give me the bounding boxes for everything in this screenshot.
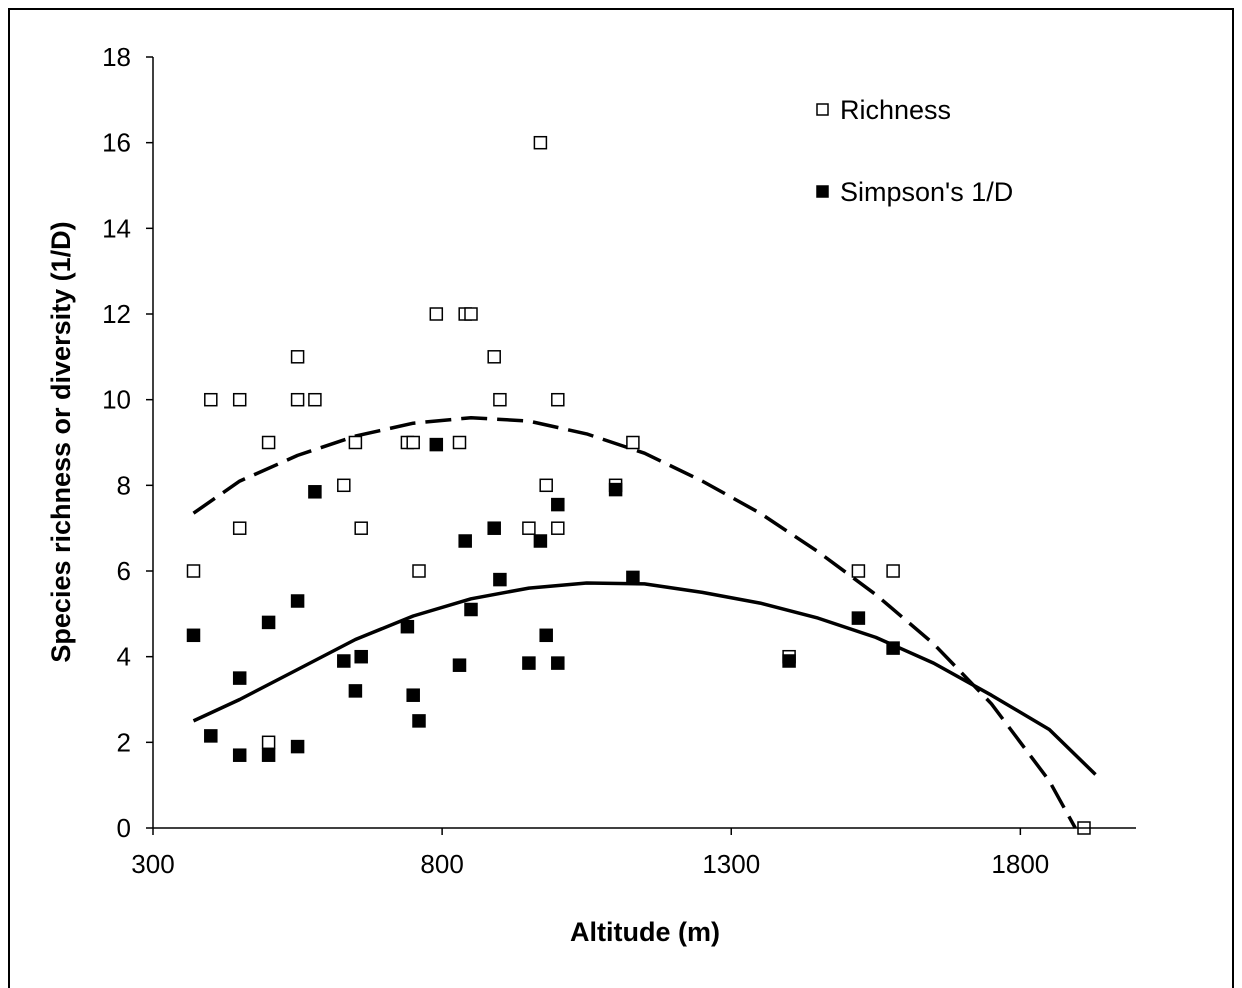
y-tick-label: 12 (102, 299, 131, 329)
axes: 0 2 4 6 8 10 12 14 16 18 300 800 1300 1800 (102, 42, 1136, 879)
point-richness (493, 392, 507, 407)
y-tick-label: 18 (102, 42, 131, 72)
point-simpson (290, 594, 305, 608)
point-richness (261, 435, 276, 450)
point-richness (290, 392, 305, 407)
point-richness (551, 521, 565, 535)
point-simpson (337, 654, 351, 668)
point-richness (232, 392, 247, 407)
legend-label-simpson: Simpson's 1/D (840, 177, 1013, 207)
point-richness (348, 435, 363, 450)
point-simpson (851, 611, 866, 625)
point-richness (429, 307, 444, 321)
point-richness (464, 307, 478, 321)
point-richness (232, 521, 247, 535)
x-tick-label: 800 (420, 849, 463, 879)
point-richness (452, 435, 467, 450)
point-richness (337, 478, 351, 493)
y-tick-label: 6 (117, 556, 131, 586)
x-tick-label: 300 (131, 849, 174, 879)
point-simpson (522, 656, 536, 670)
point-richness (539, 478, 553, 493)
y-axis-title: Species richness or diversity (1/D) (46, 221, 76, 662)
point-richness (886, 564, 900, 578)
point-richness (533, 135, 548, 150)
legend: Richness Simpson's 1/D (816, 95, 1013, 207)
point-simpson (429, 437, 444, 452)
point-simpson (354, 649, 368, 664)
point-richness (412, 564, 426, 578)
point-simpson (400, 619, 415, 634)
legend-item-simpson: Simpson's 1/D (816, 177, 1013, 207)
point-richness (204, 392, 218, 407)
y-tick-label: 8 (117, 470, 131, 500)
x-axis-title: Altitude (m) (570, 917, 720, 947)
point-richness (354, 521, 368, 535)
x-tick-label: 1300 (702, 849, 760, 879)
point-richness (308, 392, 322, 407)
point-simpson (458, 534, 472, 548)
point-simpson (464, 602, 478, 617)
legend-marker-richness (816, 103, 829, 116)
legend-marker-simpson (816, 185, 829, 198)
point-simpson (232, 671, 247, 685)
point-richness (406, 435, 420, 450)
point-richness (487, 350, 501, 364)
point-simpson (232, 748, 247, 762)
y-tick-label: 10 (102, 385, 131, 415)
point-simpson (308, 485, 322, 499)
legend-item-richness: Richness (816, 95, 951, 125)
point-simpson (487, 521, 501, 535)
y-tick-label: 4 (117, 642, 131, 672)
point-simpson (204, 729, 218, 743)
legend-label-richness: Richness (840, 95, 951, 125)
point-simpson (452, 658, 467, 672)
point-simpson (412, 714, 426, 728)
y-tick-label: 14 (102, 213, 131, 243)
y-tick-label: 16 (102, 128, 131, 158)
point-richness (551, 392, 565, 407)
point-simpson (290, 739, 305, 754)
point-simpson (533, 534, 548, 548)
point-simpson (348, 684, 363, 698)
trendline-richness (192, 415, 1077, 829)
point-richness (261, 735, 276, 750)
trendlines (192, 415, 1097, 829)
x-tick-label: 1800 (991, 849, 1049, 879)
y-tick-label: 0 (117, 813, 131, 843)
point-simpson (186, 628, 201, 643)
point-richness (290, 350, 305, 364)
data-points (186, 135, 1091, 835)
point-simpson (886, 641, 900, 655)
y-tick-label: 2 (117, 727, 131, 757)
point-richness (522, 521, 536, 535)
point-simpson (261, 615, 276, 630)
point-simpson (539, 628, 553, 643)
trendline-simpson (192, 581, 1097, 776)
point-simpson (493, 572, 507, 587)
point-simpson (406, 688, 420, 702)
point-richness (626, 435, 640, 450)
point-richness (851, 564, 866, 578)
chart-frame (8, 8, 1234, 988)
point-simpson (551, 656, 565, 670)
point-simpson (551, 497, 565, 512)
point-richness (186, 564, 201, 578)
point-simpson (782, 654, 796, 668)
point-simpson (261, 748, 276, 762)
point-simpson (626, 570, 640, 585)
point-simpson (608, 482, 623, 497)
